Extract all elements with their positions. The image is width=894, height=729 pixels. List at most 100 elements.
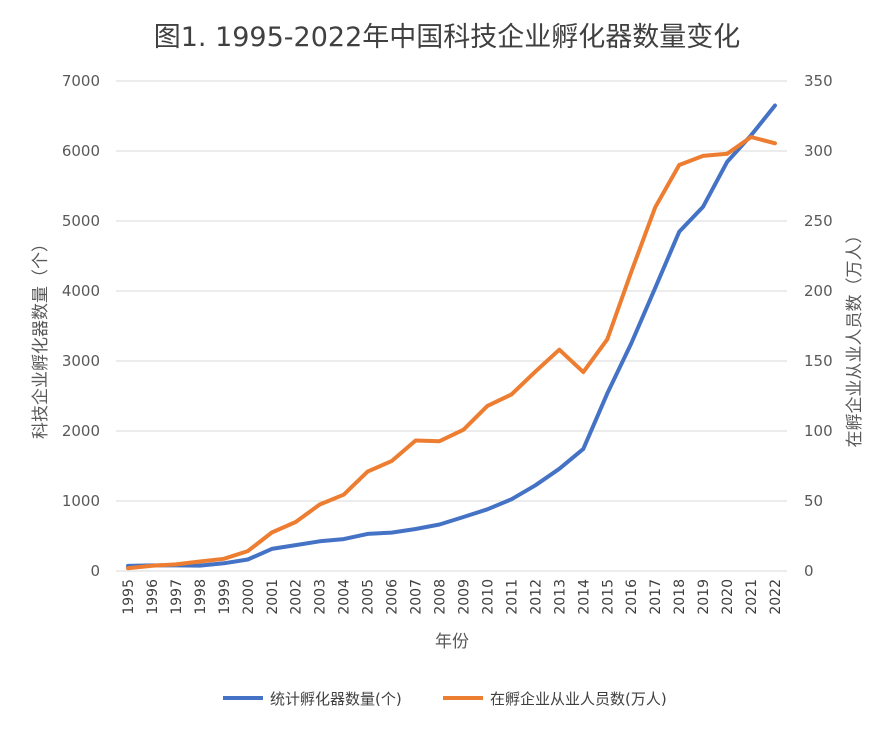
right-y-tick-label: 50 <box>804 492 823 510</box>
x-tick-label: 1999 <box>217 579 233 615</box>
employee-point <box>462 428 465 431</box>
employee-point <box>270 531 273 534</box>
right-axis-title: 在孵企业从业人员数（万人） <box>845 227 865 448</box>
incubator-point <box>677 230 681 234</box>
incubator-point <box>558 467 561 470</box>
right-y-ticks: 0 50 100 150 200 250 300 350 <box>804 72 833 580</box>
right-y-tick-label: 0 <box>804 562 814 580</box>
employee-point <box>653 206 657 209</box>
left-y-tick-label: 7000 <box>62 72 100 90</box>
x-tick-label: 2013 <box>552 579 568 615</box>
employee-point <box>534 370 537 373</box>
employee-point <box>677 163 681 167</box>
employee-point <box>606 338 609 341</box>
employee-point <box>390 459 393 463</box>
employee-point <box>198 560 202 563</box>
employee-point <box>366 470 369 473</box>
left-y-tick-label: 3000 <box>62 352 100 370</box>
x-tick-label: 2022 <box>768 579 784 615</box>
employee-point <box>486 404 489 408</box>
employee-point <box>438 440 441 443</box>
x-tick-label: 1996 <box>145 579 161 615</box>
grid-lines <box>116 80 787 572</box>
x-axis-title: 年份 <box>435 632 469 652</box>
right-y-tick-label: 200 <box>804 282 833 300</box>
incubator-point <box>486 508 489 511</box>
legend: 统计孵化器数量(个) 在孵企业从业人员数(万人) <box>223 690 667 708</box>
x-tick-label: 2008 <box>433 579 449 615</box>
incubator-point <box>414 527 417 531</box>
incubator-point <box>198 564 202 567</box>
legend-label-employees: 在孵企业从业人员数(万人) <box>490 690 667 708</box>
left-y-tick-label: 1000 <box>62 492 100 510</box>
employee-point <box>725 152 729 155</box>
x-tick-label: 2017 <box>648 579 664 615</box>
x-tick-label: 2019 <box>696 579 712 615</box>
incubator-point <box>462 515 465 519</box>
incubator-point <box>510 498 513 501</box>
incubator-point <box>701 205 705 208</box>
incubator-point <box>725 160 729 164</box>
x-tick-label: 2002 <box>289 579 305 615</box>
employee-point <box>126 567 130 570</box>
employee-count-line <box>126 135 777 571</box>
x-ticks: 1995 1996 1997 1998 1999 2000 2001 2002 2003 2004… <box>121 579 784 615</box>
incubator-count-line <box>126 103 777 568</box>
employee-point <box>342 493 345 496</box>
incubator-point <box>438 523 441 526</box>
employee-point <box>294 520 297 524</box>
incubator-point <box>534 484 537 487</box>
incubator-point <box>270 547 273 551</box>
incubator-point <box>630 342 633 345</box>
x-tick-label: 2014 <box>576 579 592 615</box>
incubator-point <box>653 286 657 290</box>
left-y-tick-label: 2000 <box>62 422 100 440</box>
employee-point <box>749 135 753 139</box>
incubator-point <box>606 392 609 395</box>
employee-point <box>222 557 226 561</box>
x-tick-label: 2015 <box>600 579 616 615</box>
chart-title: 图1. 1995-2022年中国科技企业孵化器数量变化 <box>154 22 741 53</box>
left-y-tick-label: 0 <box>90 562 100 580</box>
employee-point <box>246 549 250 553</box>
employee-point <box>414 439 417 442</box>
x-tick-label: 1998 <box>193 579 209 615</box>
employee-point <box>150 564 154 567</box>
series-lines <box>126 103 777 571</box>
x-tick-label: 2001 <box>265 579 281 615</box>
incubator-point <box>582 447 585 451</box>
incubator-point <box>294 543 297 547</box>
x-tick-label: 2009 <box>456 579 472 615</box>
x-tick-label: 2003 <box>313 579 329 615</box>
x-tick-label: 2011 <box>504 579 520 615</box>
incubator-point <box>246 558 250 561</box>
x-tick-label: 2016 <box>624 579 640 615</box>
x-tick-label: 1997 <box>169 579 185 615</box>
right-y-tick-label: 150 <box>804 352 833 370</box>
x-tick-label: 2005 <box>361 579 377 615</box>
right-y-tick-label: 300 <box>804 142 833 160</box>
x-tick-label: 2012 <box>528 579 544 615</box>
x-tick-label: 2021 <box>744 579 760 615</box>
x-tick-label: 2007 <box>409 579 425 615</box>
x-tick-label: 2000 <box>241 579 257 615</box>
employee-point <box>558 348 561 351</box>
x-tick-label: 2004 <box>337 579 353 615</box>
left-y-ticks: 0 1000 2000 3000 4000 5000 6000 7000 <box>62 72 100 580</box>
left-y-tick-label: 6000 <box>62 142 100 160</box>
employee-point <box>318 503 321 506</box>
incubator-point <box>342 537 345 541</box>
x-tick-label: 2018 <box>672 579 688 615</box>
right-y-tick-label: 350 <box>804 72 833 90</box>
right-y-tick-label: 100 <box>804 422 833 440</box>
incubator-point <box>366 532 369 536</box>
x-tick-label: 2010 <box>480 579 496 615</box>
left-y-tick-label: 4000 <box>62 282 100 300</box>
employee-point <box>630 270 633 274</box>
employee-point <box>773 142 777 145</box>
legend-label-incubators: 统计孵化器数量(个) <box>270 690 402 708</box>
employee-point <box>174 563 178 566</box>
incubator-point <box>222 562 226 565</box>
